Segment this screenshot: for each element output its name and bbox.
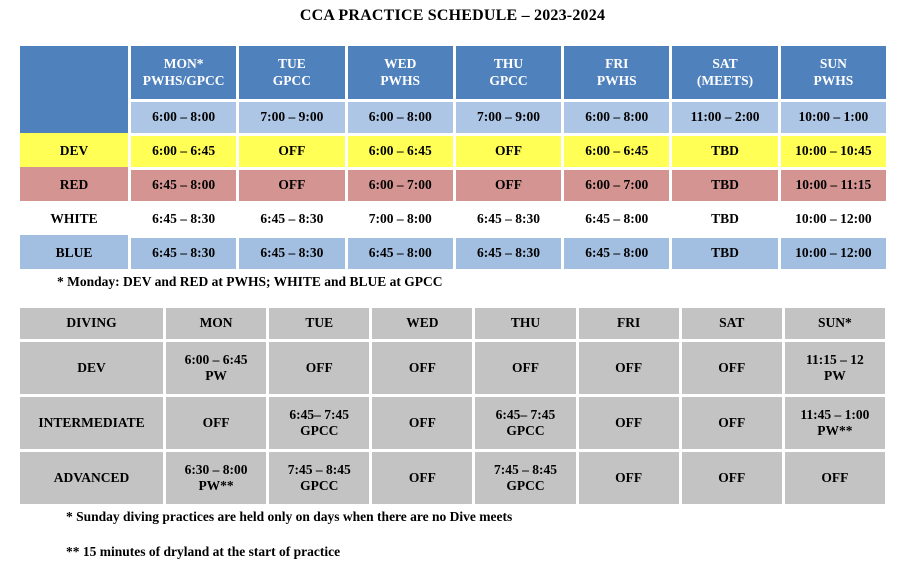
swim-cell-white-mon: 6:45 – 8:30 — [131, 204, 237, 235]
swim-cell-red-wed: 6:00 – 7:00 — [347, 170, 453, 201]
diving-col-header-mon: MON — [166, 308, 267, 339]
swim-cell-white-sun: 10:00 – 12:00 — [780, 204, 886, 235]
swim-cell-dev-wed: 6:00 – 6:45 — [347, 136, 453, 167]
diving-cell-advanced-sun: OFF — [784, 452, 885, 504]
diving-corner-header: DIVING — [20, 308, 163, 339]
diving-cell-advanced-mon: 6:30 – 8:00 PW** — [166, 452, 267, 504]
swim-col-header-tue: TUE GPCC — [239, 46, 345, 99]
diving-cell-dev-sun: 11:15 – 12 PW — [784, 342, 885, 394]
swim-row-label-white: WHITE — [20, 204, 128, 235]
swim-col-header-thu: THU GPCC — [455, 46, 562, 99]
diving-cell-intermediate-mon: OFF — [166, 397, 267, 449]
swim-row-label-red: RED — [20, 170, 128, 201]
swim-row-label-blue: BLUE — [20, 238, 128, 269]
swim-cell-hours-sat: 11:00 – 2:00 — [672, 102, 778, 133]
diving-cell-dev-wed: OFF — [372, 342, 473, 394]
diving-col-header-sun: SUN* — [784, 308, 885, 339]
diving-cell-intermediate-sun: 11:45 – 1:00 PW** — [784, 397, 885, 449]
swim-cell-red-thu: OFF — [455, 170, 562, 201]
diving-cell-advanced-tue: 7:45 – 8:45 GPCC — [269, 452, 370, 504]
swim-cell-white-fri: 6:45 – 8:00 — [564, 204, 670, 235]
swim-cell-dev-sun: 10:00 – 10:45 — [780, 136, 886, 167]
swim-cell-white-thu: 6:45 – 8:30 — [455, 204, 562, 235]
diving-col-header-fri: FRI — [578, 308, 679, 339]
diving-col-header-wed: WED — [372, 308, 473, 339]
diving-row-label-intermediate: INTERMEDIATE — [20, 397, 163, 449]
diving-cell-advanced-sat: OFF — [681, 452, 782, 504]
diving-cell-intermediate-sat: OFF — [681, 397, 782, 449]
diving-cell-dev-sat: OFF — [681, 342, 782, 394]
diving-cell-advanced-thu: 7:45 – 8:45 GPCC — [475, 452, 576, 504]
diving-col-header-sat: SAT — [681, 308, 782, 339]
swim-cell-hours-mon: 6:00 – 8:00 — [131, 102, 237, 133]
swim-cell-blue-sun: 10:00 – 12:00 — [780, 238, 886, 269]
swim-cell-red-tue: OFF — [239, 170, 345, 201]
diving-cell-dev-mon: 6:00 – 6:45 PW — [166, 342, 267, 394]
swim-cell-dev-thu: OFF — [455, 136, 562, 167]
swim-cell-dev-sat: TBD — [672, 136, 778, 167]
swim-cell-hours-tue: 7:00 – 9:00 — [239, 102, 345, 133]
swim-cell-blue-sat: TBD — [672, 238, 778, 269]
swim-cell-blue-mon: 6:45 – 8:30 — [131, 238, 237, 269]
diving-cell-advanced-fri: OFF — [578, 452, 679, 504]
swim-row-label-hours — [20, 102, 128, 133]
swim-cell-red-fri: 6:00 – 7:00 — [564, 170, 670, 201]
diving-row-label-advanced: ADVANCED — [20, 452, 163, 504]
diving-cell-intermediate-fri: OFF — [578, 397, 679, 449]
swim-cell-hours-fri: 6:00 – 8:00 — [564, 102, 670, 133]
swim-col-header-fri: FRI PWHS — [564, 46, 670, 99]
swim-cell-white-wed: 7:00 – 8:00 — [347, 204, 453, 235]
swim-col-header-sat: SAT (MEETS) — [672, 46, 778, 99]
diving-col-header-thu: THU — [475, 308, 576, 339]
swim-col-header-sun: SUN PWHS — [780, 46, 886, 99]
diving-cell-intermediate-wed: OFF — [372, 397, 473, 449]
swim-cell-blue-fri: 6:45 – 8:00 — [564, 238, 670, 269]
diving-cell-dev-fri: OFF — [578, 342, 679, 394]
diving-schedule-table: DIVING MON TUE WED THU FRI SAT SUN* DEV … — [20, 308, 885, 504]
swim-cell-white-sat: TBD — [672, 204, 778, 235]
diving-row-label-dev: DEV — [20, 342, 163, 394]
swim-col-header-mon: MON* PWHS/GPCC — [131, 46, 237, 99]
page-title: CCA PRACTICE SCHEDULE – 2023-2024 — [299, 7, 606, 24]
swim-cell-red-sat: TBD — [672, 170, 778, 201]
diving-cell-dev-thu: OFF — [475, 342, 576, 394]
swim-cell-white-tue: 6:45 – 8:30 — [239, 204, 345, 235]
diving-col-header-tue: TUE — [269, 308, 370, 339]
swim-cell-red-sun: 10:00 – 11:15 — [780, 170, 886, 201]
swim-cell-hours-wed: 6:00 – 8:00 — [347, 102, 453, 133]
swim-cell-dev-mon: 6:00 – 6:45 — [131, 136, 237, 167]
sunday-diving-footnote: * Sunday diving practices are held only … — [66, 509, 513, 524]
swim-cell-dev-tue: OFF — [239, 136, 345, 167]
diving-cell-intermediate-tue: 6:45– 7:45 GPCC — [269, 397, 370, 449]
swim-schedule-table: MON* PWHS/GPCC TUE GPCC WED PWHS THU GPC… — [20, 46, 886, 269]
swim-cell-blue-tue: 6:45 – 8:30 — [239, 238, 345, 269]
diving-cell-dev-tue: OFF — [269, 342, 370, 394]
swim-col-header-wed: WED PWHS — [347, 46, 453, 99]
swim-row-label-dev: DEV — [20, 136, 128, 167]
swim-cell-hours-sun: 10:00 – 1:00 — [780, 102, 886, 133]
swim-cell-dev-fri: 6:00 – 6:45 — [564, 136, 670, 167]
diving-cell-advanced-wed: OFF — [372, 452, 473, 504]
swim-cell-blue-thu: 6:45 – 8:30 — [455, 238, 562, 269]
monday-footnote: * Monday: DEV and RED at PWHS; WHITE and… — [57, 274, 443, 289]
swim-cell-red-mon: 6:45 – 8:00 — [131, 170, 237, 201]
diving-cell-intermediate-thu: 6:45– 7:45 GPCC — [475, 397, 576, 449]
dryland-footnote: ** 15 minutes of dryland at the start of… — [66, 544, 341, 559]
swim-cell-hours-thu: 7:00 – 9:00 — [455, 102, 562, 133]
swim-cell-blue-wed: 6:45 – 8:00 — [347, 238, 453, 269]
swim-corner-header — [20, 46, 128, 99]
